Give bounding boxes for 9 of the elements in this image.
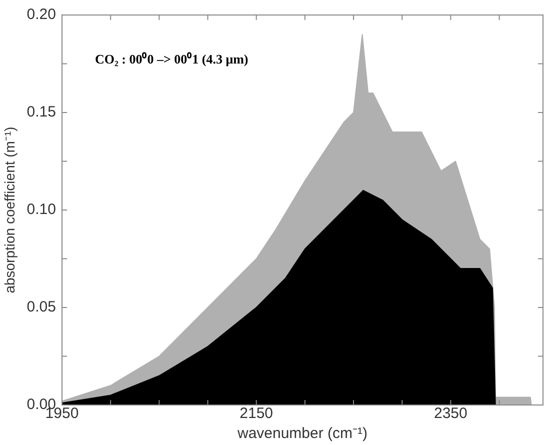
annotation: CO₂ : 00⁰0 –> 00⁰1 (4.3 μm) — [94, 51, 248, 66]
y-tick-label: 0.10 — [26, 201, 56, 218]
y-tick-label: 0.20 — [26, 6, 56, 24]
y-axis-title: absorption coefficient (m⁻¹) — [1, 126, 18, 294]
x-tick-label: 2150 — [240, 405, 274, 422]
y-tick-label: 0.15 — [26, 104, 56, 121]
y-tick-label: 0.05 — [26, 298, 56, 316]
x-axis-title: wavenumber (cm⁻¹) — [236, 425, 368, 442]
x-tick-label: 2350 — [434, 405, 468, 422]
